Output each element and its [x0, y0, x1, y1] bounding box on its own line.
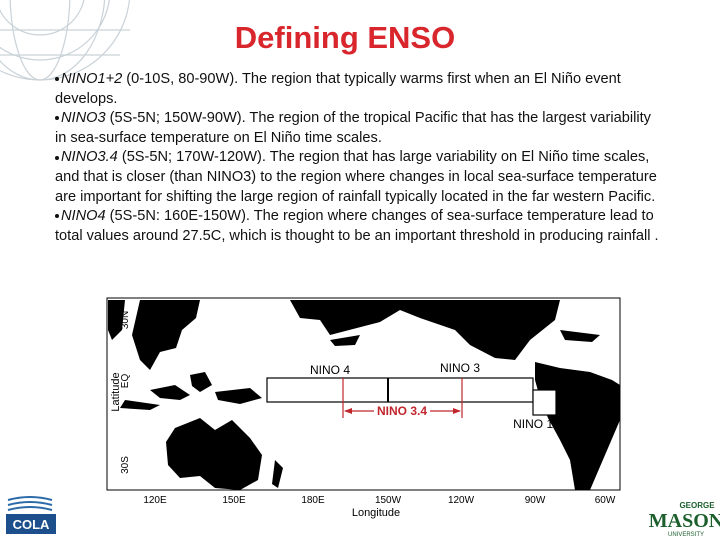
logo-text: UNIVERSITY: [668, 532, 704, 538]
x-tick-label: 120W: [448, 495, 475, 506]
gmu-logo: GEORGE MASON UNIVERSITY: [649, 501, 720, 538]
y-tick-label: 30N: [120, 311, 131, 329]
bullet-dot: [55, 155, 59, 160]
y-tick-label: EQ: [120, 374, 131, 389]
slide-title: Defining ENSO: [234, 20, 456, 55]
region-name: NINO3: [61, 110, 106, 127]
logo-text: MASON: [649, 510, 720, 532]
bullet: NINO3.4 (5S-5N; 170W-120W). The region t…: [55, 148, 665, 207]
bullet-dot: [55, 116, 59, 121]
logo-text: COLA: [13, 517, 50, 532]
y-ticks: 30N EQ 30S: [120, 311, 131, 474]
x-tick-label: 150E: [222, 495, 246, 506]
region-name: NINO1+2: [61, 71, 123, 87]
bullet-text: (5S-5N; 150W-90W). The region of the tro…: [55, 110, 651, 146]
bullet-text: (5S-5N; 170W-120W). The region that has …: [55, 149, 657, 205]
bullet: NINO4 (5S-5N: 160E-150W). The region whe…: [55, 207, 665, 246]
region-name: NINO4: [61, 208, 106, 225]
y-axis-label: Latitude: [110, 372, 122, 411]
x-tick-label: 150W: [375, 495, 402, 506]
bullet-dot: [55, 214, 59, 219]
land: [108, 300, 620, 490]
x-tick-label: 90W: [525, 495, 546, 506]
x-tick-label: 180E: [301, 495, 325, 506]
region-label: NINO 3: [440, 361, 480, 375]
logo-text: GEORGE: [679, 501, 715, 510]
bullet-text: (0-10S, 80-90W). The region that typical…: [55, 71, 621, 107]
x-tick-label: 60W: [595, 495, 616, 506]
region-label: NINO 4: [310, 363, 350, 377]
bullet-list: NINO1+2 (0-10S, 80-90W). The region that…: [55, 70, 665, 246]
x-axis-label: Longitude: [352, 507, 400, 519]
globe-decoration: [0, 0, 131, 81]
bullet: NINO3 (5S-5N; 150W-90W). The region of t…: [55, 109, 665, 148]
map: NINO 4 NINO 3 NINO 3.4 NINO 1+2 120E 150…: [106, 297, 621, 519]
x-tick-label: 120E: [143, 495, 167, 506]
y-tick-label: 30S: [120, 456, 131, 474]
bullet: NINO1+2 (0-10S, 80-90W). The region that…: [55, 70, 665, 109]
region-label: NINO 3.4: [377, 404, 427, 418]
x-ticks: 120E 150E 180E 150W 120W 90W 60W: [143, 495, 616, 506]
cola-logo: COLA: [6, 496, 56, 534]
region-name: NINO3.4: [61, 149, 118, 166]
nino12-box: [532, 389, 557, 416]
region-label: NINO 1+2: [513, 417, 567, 431]
bullet-text: (5S-5N: 160E-150W). The region where cha…: [55, 208, 659, 244]
bullet-dot: [55, 77, 59, 82]
